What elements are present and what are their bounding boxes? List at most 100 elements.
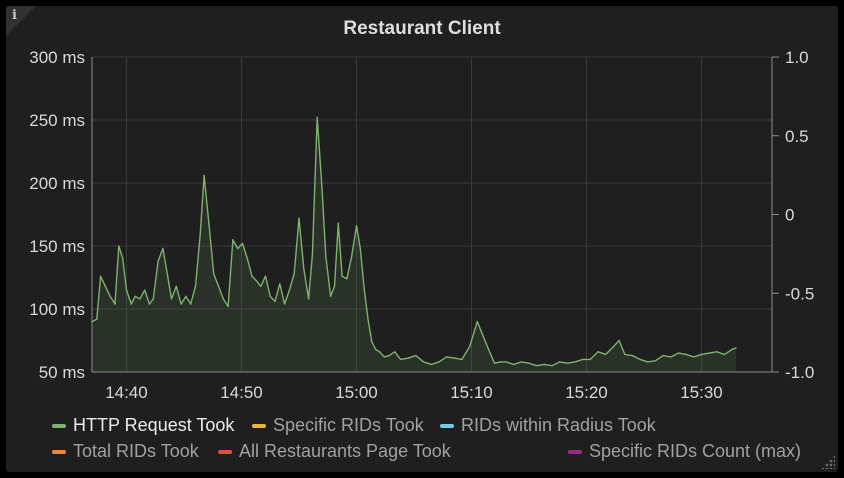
data-point	[130, 303, 132, 305]
data-point	[194, 285, 197, 288]
legend-item-total-rids-took[interactable]: Total RIDs Took	[52, 441, 199, 462]
data-point	[685, 353, 687, 356]
series-fill	[92, 117, 736, 372]
data-point	[180, 303, 182, 305]
data-point	[716, 351, 718, 353]
data-point	[346, 278, 348, 280]
data-point	[597, 351, 599, 353]
legend-swatch	[52, 423, 66, 428]
data-point	[175, 285, 178, 288]
data-point	[222, 298, 224, 300]
data-point	[604, 353, 607, 356]
data-point	[670, 356, 672, 358]
data-point	[558, 361, 561, 363]
data-point	[371, 341, 373, 343]
data-point	[125, 289, 128, 291]
x-tick-label: 14:50	[220, 383, 263, 402]
data-point	[631, 354, 634, 357]
data-point	[208, 222, 210, 225]
data-point	[217, 285, 220, 288]
data-point	[274, 300, 276, 303]
info-icon[interactable]: i	[12, 8, 17, 23]
data-point	[96, 318, 98, 320]
data-point	[167, 275, 169, 277]
data-point	[99, 275, 102, 277]
panel-info-corner[interactable]	[6, 6, 36, 36]
data-point	[251, 275, 253, 277]
data-point	[316, 116, 318, 119]
data-point	[618, 339, 620, 342]
y-axis-left: 300 ms 250 ms 200 ms 150 ms 100 ms 50 ms	[29, 48, 93, 382]
data-point	[581, 358, 584, 361]
panel-title[interactable]: Restaurant Client	[343, 18, 501, 39]
data-point	[355, 225, 358, 227]
legend-item-all-restaurants-page-took[interactable]: All Restaurants Page Took	[218, 441, 451, 462]
data-point	[264, 275, 267, 277]
data-point	[543, 363, 546, 366]
data-point	[104, 285, 107, 288]
y-left-tick-label: 300 ms	[29, 48, 85, 67]
data-point	[185, 295, 187, 298]
legend-item-rids-within-radius-took[interactable]: RIDs within Radius Took	[440, 415, 656, 436]
data-point	[259, 285, 262, 288]
data-point	[394, 351, 396, 353]
x-tick-label: 15:30	[680, 383, 723, 402]
data-point	[493, 362, 496, 364]
y-right-tick-label: -0.5	[785, 284, 814, 303]
legend-label: HTTP Request Took	[73, 415, 235, 435]
y-left-tick-label: 100 ms	[29, 300, 85, 319]
data-point	[307, 298, 310, 300]
data-point	[512, 363, 515, 366]
x-axis: 14:40 14:50 15:00 15:10 15:20 15:30	[92, 371, 772, 402]
data-point	[351, 255, 353, 257]
data-point	[407, 357, 409, 359]
data-point	[654, 359, 657, 362]
data-point	[505, 361, 507, 363]
y-axis-right: 1.0 0.5 0 -0.5 -1.0	[771, 48, 814, 382]
data-point	[134, 295, 136, 298]
data-point	[203, 174, 205, 177]
data-point	[118, 245, 120, 247]
data-point	[269, 295, 271, 298]
data-point	[445, 356, 448, 358]
legend-label: All Restaurants Page Took	[239, 441, 451, 461]
data-point	[639, 358, 641, 361]
data-point	[647, 361, 649, 363]
legend-item-specific-rids-count-max[interactable]: Specific RIDs Count (max)	[568, 441, 801, 462]
data-point	[378, 351, 381, 353]
data-point	[735, 347, 737, 349]
legend-item-specific-rids-took[interactable]: Specific RIDs Took	[252, 415, 424, 436]
data-point	[624, 353, 626, 356]
data-point	[461, 358, 463, 361]
data-point	[333, 285, 336, 288]
y-right-tick-label: -1.0	[785, 363, 814, 382]
y-left-tick-label: 150 ms	[29, 237, 85, 256]
series-area	[91, 116, 737, 372]
data-point	[399, 358, 402, 361]
legend-label: Total RIDs Took	[73, 441, 199, 461]
y-left-tick-label: 200 ms	[29, 174, 85, 193]
data-point	[144, 289, 146, 291]
y-right-tick-label: 0.5	[785, 127, 809, 146]
data-point	[422, 361, 425, 363]
data-point	[114, 303, 116, 305]
x-tick-label: 15:10	[450, 383, 493, 402]
data-point	[232, 239, 234, 241]
data-point	[241, 242, 244, 245]
data-point	[528, 362, 530, 364]
x-tick-label: 15:00	[335, 383, 378, 402]
data-point	[388, 354, 390, 357]
data-point	[708, 352, 710, 354]
legend-swatch	[52, 449, 66, 454]
data-point	[520, 361, 523, 363]
data-point	[476, 320, 478, 323]
data-point	[157, 260, 159, 262]
data-point	[662, 354, 664, 357]
y-left-tick-label: 250 ms	[29, 111, 85, 130]
y-left-tick-label: 50 ms	[39, 363, 85, 382]
legend-item-http-request-took[interactable]: HTTP Request Took	[52, 415, 234, 436]
data-point	[288, 289, 291, 291]
y-right-tick-label: 1.0	[785, 48, 809, 67]
legend-label: RIDs within Radius Took	[461, 415, 656, 435]
data-point	[337, 222, 339, 225]
